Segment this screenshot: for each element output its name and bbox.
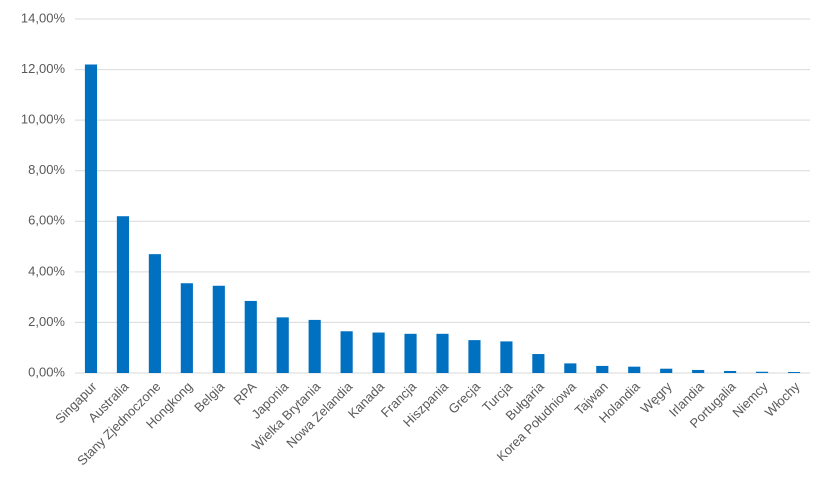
bar (436, 333, 449, 373)
x-tick-label: Kanada (345, 378, 388, 421)
bar (244, 300, 257, 373)
y-tick-label: 2,00% (28, 314, 65, 329)
bar (308, 319, 321, 373)
bar (532, 354, 545, 373)
bar (180, 283, 193, 373)
bar (116, 216, 130, 373)
x-tick-label: Grecja (445, 378, 483, 416)
y-tick-label: 14,00% (21, 10, 66, 25)
y-tick-label: 8,00% (28, 162, 65, 177)
bar (755, 371, 769, 373)
x-tick-label: Belgia (191, 378, 228, 415)
bar (84, 64, 98, 373)
bar (660, 368, 673, 373)
bar (404, 333, 417, 373)
y-tick-label: 4,00% (28, 263, 65, 278)
x-tick-label: Włochy (762, 379, 803, 420)
bar (628, 366, 641, 373)
bar (692, 369, 705, 373)
y-tick-label: 12,00% (21, 61, 66, 76)
bar (724, 370, 737, 373)
x-tick-label: Niemcy (729, 379, 771, 421)
bar (212, 285, 225, 373)
y-tick-label: 0,00% (28, 364, 65, 379)
bar (787, 371, 801, 373)
bar (468, 340, 481, 373)
y-tick-label: 6,00% (28, 213, 65, 228)
bar (596, 365, 609, 373)
bar (340, 331, 353, 373)
bar (148, 254, 161, 373)
y-tick-label: 10,00% (21, 112, 66, 127)
bar (372, 332, 385, 373)
bar (564, 363, 577, 373)
bar (276, 317, 289, 373)
bar (500, 341, 513, 373)
